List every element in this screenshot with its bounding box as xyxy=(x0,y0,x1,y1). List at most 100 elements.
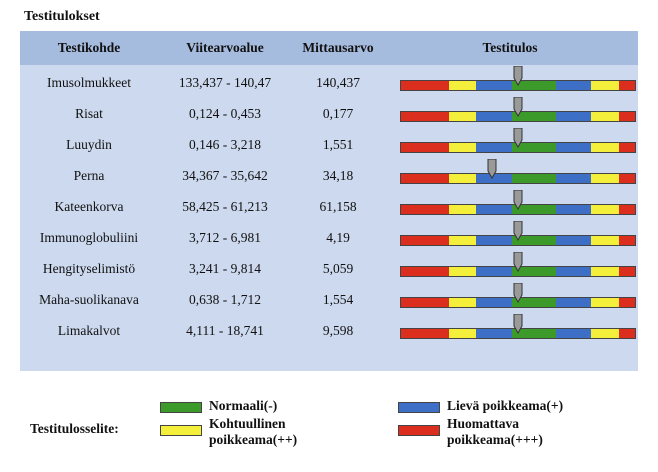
legend-swatch-mild xyxy=(398,402,440,413)
scale-segment-moderate xyxy=(591,298,620,307)
scale-segment-normal xyxy=(512,298,556,307)
column-header-measured-value: Mittausarvo xyxy=(302,40,374,55)
test-item-cell: Limakalvot xyxy=(57,323,121,338)
scale-segment-mild xyxy=(476,236,513,245)
legend: Testitulosselite: Normaali(-) Kohtuullin… xyxy=(0,380,658,472)
test-item-cell: Kateenkorva xyxy=(54,199,124,214)
scale-segment-mild xyxy=(555,174,592,183)
scale-segment-moderate xyxy=(591,267,620,276)
table-row: Hengityselimistö 3,241 - 9,814 5,059 xyxy=(20,252,638,286)
scale-segment-significant xyxy=(401,236,449,245)
scale-segment-significant xyxy=(401,298,449,307)
measured-value-cell: 34,18 xyxy=(322,168,354,183)
test-item-cell: Hengityselimistö xyxy=(42,261,136,276)
reference-range-cell: 3,712 - 6,981 xyxy=(189,230,261,245)
scale-segment-normal xyxy=(512,81,556,90)
scale-segment-moderate xyxy=(448,329,477,338)
test-item-cell: Immunoglobuliini xyxy=(39,230,139,245)
scale-segment-moderate xyxy=(448,236,477,245)
scale-segment-significant xyxy=(619,298,635,307)
reference-range-cell: 58,425 - 61,213 xyxy=(182,199,268,214)
table-row: Limakalvot 4,111 - 18,741 9,598 xyxy=(20,314,638,348)
table-row: Immunoglobuliini 3,712 - 6,981 4,19 xyxy=(20,221,638,255)
scale-segment-moderate xyxy=(591,112,620,121)
scale-segment-significant xyxy=(619,205,635,214)
legend-swatch-significant xyxy=(398,425,440,436)
scale-segment-mild xyxy=(555,298,592,307)
scale-segment-mild xyxy=(555,205,592,214)
measured-value-cell: 4,19 xyxy=(326,230,350,245)
reference-range-cell: 34,367 - 35,642 xyxy=(182,168,268,183)
scale-segment-moderate xyxy=(448,267,477,276)
scale-segment-moderate xyxy=(591,329,620,338)
scale-segment-mild xyxy=(555,267,592,276)
table-row: Imusolmukkeet 133,437 - 140,47 140,437 xyxy=(20,66,638,100)
scale-segment-moderate xyxy=(448,174,477,183)
result-scale-bar xyxy=(400,173,636,184)
table-row: Risat 0,124 - 0,453 0,177 xyxy=(20,97,638,131)
reference-range-cell: 0,146 - 3,218 xyxy=(189,137,261,152)
reference-range-cell: 4,111 - 18,741 xyxy=(186,323,264,338)
scale-segment-moderate xyxy=(591,236,620,245)
reference-range-cell: 133,437 - 140,47 xyxy=(178,75,272,90)
column-header-reference-range: Viitearvoalue xyxy=(186,40,264,55)
scale-segment-significant xyxy=(401,143,449,152)
scale-segment-significant xyxy=(401,205,449,214)
scale-segment-mild xyxy=(476,143,513,152)
measured-value-cell: 140,437 xyxy=(316,75,360,90)
test-item-cell: Imusolmukkeet xyxy=(47,75,131,90)
table-row: Maha-suolikanava 0,638 - 1,712 1,554 xyxy=(20,283,638,317)
scale-segment-normal xyxy=(512,205,556,214)
table-row: Kateenkorva 58,425 - 61,213 61,158 xyxy=(20,190,638,224)
legend-label-significant-line1: Huomattava xyxy=(447,416,519,431)
scale-segment-mild xyxy=(476,81,513,90)
reference-range-cell: 0,638 - 1,712 xyxy=(189,292,261,307)
scale-segment-mild xyxy=(555,329,592,338)
result-marker-icon xyxy=(513,314,523,334)
column-header-test-result: Testitulos xyxy=(482,40,538,55)
measured-value-cell: 61,158 xyxy=(319,199,357,214)
scale-segment-moderate xyxy=(591,81,620,90)
result-marker-icon xyxy=(487,159,497,179)
scale-segment-moderate xyxy=(591,205,620,214)
scale-segment-significant xyxy=(401,174,449,183)
result-marker-icon xyxy=(513,97,523,117)
scale-segment-mild xyxy=(555,236,592,245)
test-item-cell: Maha-suolikanava xyxy=(39,292,139,307)
result-scale-bar xyxy=(400,297,636,308)
scale-segment-normal xyxy=(512,143,556,152)
scale-segment-significant xyxy=(401,267,449,276)
scale-segment-mild xyxy=(476,329,513,338)
scale-segment-normal xyxy=(512,236,556,245)
test-item-cell: Luuydin xyxy=(66,137,112,152)
measured-value-cell: 1,551 xyxy=(322,137,354,152)
page-title: Testitulokset xyxy=(24,9,100,24)
scale-segment-significant xyxy=(619,236,635,245)
result-marker-icon xyxy=(513,252,523,272)
results-table: Testikohde Viitearvoalue Mittausarvo Tes… xyxy=(20,31,638,371)
reference-range-cell: 0,124 - 0,453 xyxy=(189,106,261,121)
scale-segment-mild xyxy=(476,205,513,214)
legend-label-normal: Normaali(-) xyxy=(209,398,278,413)
legend-label-moderate-line1: Kohtuullinen xyxy=(209,416,286,431)
scale-segment-significant xyxy=(401,81,449,90)
scale-segment-normal xyxy=(512,329,556,338)
scale-segment-significant xyxy=(401,329,449,338)
table-row: Luuydin 0,146 - 3,218 1,551 xyxy=(20,128,638,162)
reference-range-cell: 3,241 - 9,814 xyxy=(189,261,261,276)
scale-segment-mild xyxy=(555,81,592,90)
test-item-cell: Risat xyxy=(75,106,103,121)
legend-label-mild: Lievä poikkeama(+) xyxy=(447,398,564,413)
scale-segment-mild xyxy=(476,112,513,121)
scale-segment-normal xyxy=(512,174,556,183)
scale-segment-significant xyxy=(619,81,635,90)
scale-segment-moderate xyxy=(448,143,477,152)
scale-segment-normal xyxy=(512,112,556,121)
result-marker-icon xyxy=(513,221,523,241)
scale-segment-moderate xyxy=(448,112,477,121)
table-header: Testikohde Viitearvoalue Mittausarvo Tes… xyxy=(20,31,638,65)
result-marker-icon xyxy=(513,66,523,86)
scale-segment-significant xyxy=(619,112,635,121)
scale-segment-moderate xyxy=(448,81,477,90)
test-item-cell: Perna xyxy=(73,168,105,183)
